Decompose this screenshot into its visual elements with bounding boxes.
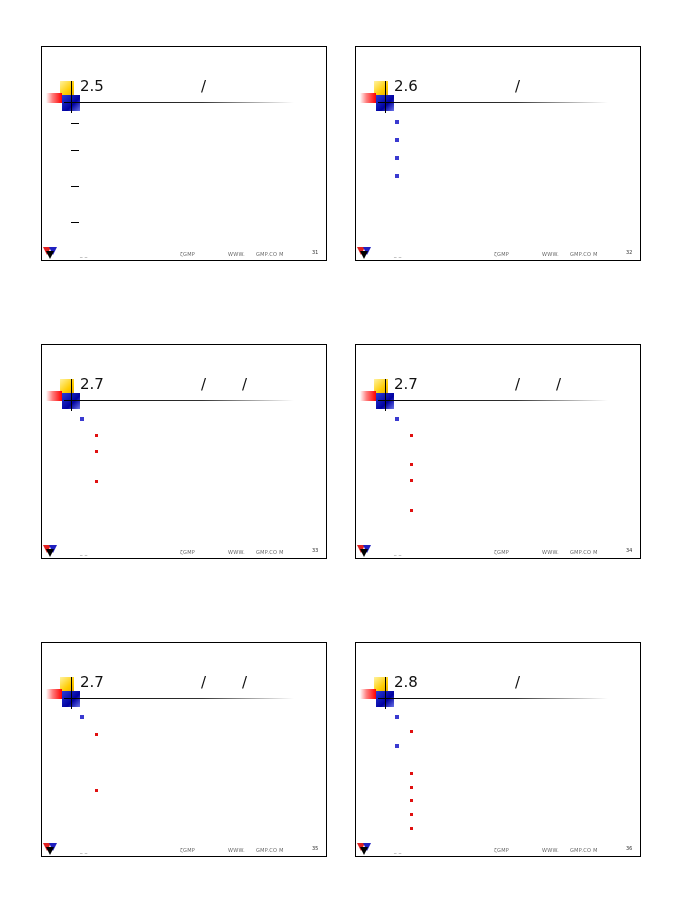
footer-left: _ _ <box>394 550 402 556</box>
footer-site1: WWW. <box>542 550 560 556</box>
sub-bullet-square <box>410 509 413 512</box>
footer-mid: ζGMP <box>180 252 196 258</box>
footer-site1: WWW. <box>542 848 560 854</box>
slide-title: 2.6 <box>394 77 418 95</box>
bullet-square <box>395 744 399 748</box>
footer-left: _ _ <box>80 848 88 854</box>
footer-site2: GMP.CO M <box>256 550 284 556</box>
page-number: 35 <box>312 846 319 852</box>
slide-title: 2.7 <box>80 375 104 393</box>
slide-logo-icon <box>46 379 80 411</box>
page-number: 31 <box>312 250 319 256</box>
bullet-square <box>80 715 84 719</box>
footer-site2: GMP.CO M <box>570 252 598 258</box>
slide-34: 2.7 / / _ _ ζGMP WWW. GMP.CO M 34 <box>355 344 641 559</box>
sub-bullet-square <box>410 479 413 482</box>
footer-site2: GMP.CO M <box>570 848 598 854</box>
bullet-square <box>395 174 399 178</box>
slide-title: 2.5 <box>80 77 104 95</box>
bullet-square <box>80 417 84 421</box>
slide-logo-icon <box>360 677 394 709</box>
sub-bullet-square <box>410 463 413 466</box>
title-rule <box>378 400 608 401</box>
sub-bullet-square <box>410 434 413 437</box>
bullet-square <box>395 417 399 421</box>
sub-bullet-square <box>95 480 98 483</box>
title-slash: / <box>201 673 207 691</box>
footer-site1: WWW. <box>542 252 560 258</box>
bullet-dash <box>71 123 79 124</box>
footer-triangle-icon <box>357 545 371 557</box>
footer-left: _ _ <box>80 252 88 258</box>
bullet-square <box>395 715 399 719</box>
slide-logo-icon <box>360 81 394 113</box>
sub-bullet-square <box>410 799 413 802</box>
footer-triangle-icon <box>357 843 371 855</box>
footer-site1: WWW. <box>228 550 246 556</box>
page-number: 36 <box>626 846 633 852</box>
title-slash: / <box>515 77 521 95</box>
sub-bullet-square <box>95 733 98 736</box>
footer-triangle-icon <box>43 843 57 855</box>
footer-mid: ζGMP <box>494 252 510 258</box>
bullet-dash <box>71 186 79 187</box>
slide-logo-icon <box>46 677 80 709</box>
footer-site1: WWW. <box>228 848 246 854</box>
title-rule <box>378 698 608 699</box>
footer-left: _ _ <box>80 550 88 556</box>
sub-bullet-square <box>95 450 98 453</box>
footer-mid: ζGMP <box>494 550 510 556</box>
footer-mid: ζGMP <box>180 848 196 854</box>
sub-bullet-square <box>95 789 98 792</box>
footer-site2: GMP.CO M <box>256 848 284 854</box>
slide-title: 2.7 <box>80 673 104 691</box>
title-rule <box>64 400 294 401</box>
page-number: 33 <box>312 548 319 554</box>
slide-35: 2.7 / / _ _ ζGMP WWW. GMP.CO M 35 <box>41 642 327 857</box>
footer-mid: ζGMP <box>180 550 196 556</box>
title-slash: / <box>242 673 248 691</box>
slide-title: 2.7 <box>394 375 418 393</box>
slide-33: 2.7 / / _ _ ζGMP WWW. GMP.CO M 33 <box>41 344 327 559</box>
footer-left: _ _ <box>394 252 402 258</box>
footer-mid: ζGMP <box>494 848 510 854</box>
title-slash: / <box>201 375 207 393</box>
title-slash: / <box>515 673 521 691</box>
footer-left: _ _ <box>394 848 402 854</box>
bullet-dash <box>71 150 79 151</box>
page-number: 32 <box>626 250 633 256</box>
bullet-square <box>395 138 399 142</box>
sub-bullet-square <box>410 827 413 830</box>
slide-36: 2.8 / _ _ ζGMP WWW. GMP.CO M 36 <box>355 642 641 857</box>
title-slash: / <box>556 375 562 393</box>
bullet-square <box>395 120 399 124</box>
title-rule <box>64 698 294 699</box>
footer-triangle-icon <box>357 247 371 259</box>
title-rule <box>64 102 294 103</box>
slide-31: 2.5 / _ _ ζGMP WWW. GMP.CO M 31 <box>41 46 327 261</box>
footer-site1: WWW. <box>228 252 246 258</box>
title-rule <box>378 102 608 103</box>
footer-site2: GMP.CO M <box>570 550 598 556</box>
slide-32: 2.6 / _ _ ζGMP WWW. GMP.CO M 32 <box>355 46 641 261</box>
bullet-dash <box>71 222 79 223</box>
sub-bullet-square <box>410 772 413 775</box>
sub-bullet-square <box>95 434 98 437</box>
bullet-square <box>395 156 399 160</box>
slide-logo-icon <box>360 379 394 411</box>
page-number: 34 <box>626 548 633 554</box>
title-slash: / <box>515 375 521 393</box>
title-slash: / <box>201 77 207 95</box>
slide-title: 2.8 <box>394 673 418 691</box>
sub-bullet-square <box>410 786 413 789</box>
footer-triangle-icon <box>43 545 57 557</box>
footer-site2: GMP.CO M <box>256 252 284 258</box>
sub-bullet-square <box>410 730 413 733</box>
footer-triangle-icon <box>43 247 57 259</box>
slide-logo-icon <box>46 81 80 113</box>
title-slash: / <box>242 375 248 393</box>
sub-bullet-square <box>410 813 413 816</box>
